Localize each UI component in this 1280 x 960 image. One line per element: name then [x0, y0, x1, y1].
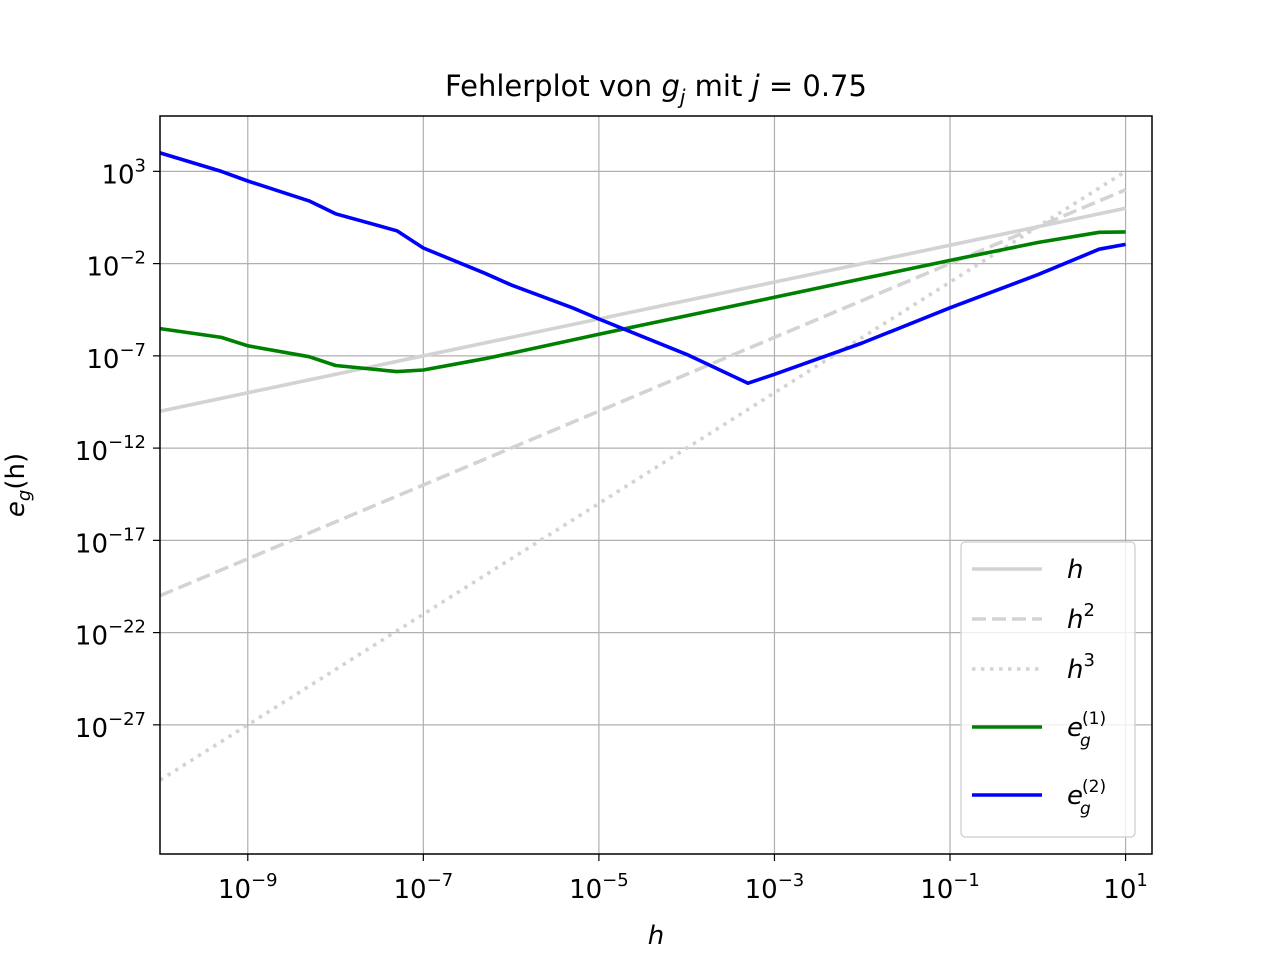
x-tick-label: 10−9	[218, 870, 278, 905]
plot-area-frame	[159, 115, 1153, 855]
y-tick-label: 103	[101, 155, 146, 190]
legend-label-1: h	[1067, 555, 1083, 585]
y-tick-label: 10−27	[75, 709, 146, 744]
chart-title: Fehlerplot von gj mit j = 0.75	[445, 69, 867, 109]
x-tick-label: 10−3	[745, 870, 805, 905]
y-axis: 103 10−2 10−7 10−12 10−17 10−22 10−27	[75, 155, 160, 744]
x-tick-label: 10−5	[569, 870, 629, 905]
x-tick-label: 101	[1103, 870, 1148, 905]
x-tick-label: 10−1	[920, 870, 980, 905]
legend: h h2 h3 eg(1) eg(2)	[960, 541, 1136, 838]
series-line-4	[159, 230, 1126, 374]
series-line-5	[159, 151, 1126, 386]
y-axis-label: eg(h)	[1, 453, 35, 517]
x-axis-label: h	[648, 921, 664, 951]
plot-lines	[159, 151, 1127, 782]
legend-label-2: h2	[1067, 600, 1095, 635]
grid	[160, 116, 1152, 854]
y-tick-label: 10−2	[86, 248, 146, 283]
series-line-3	[159, 169, 1127, 782]
y-tick-label: 10−7	[86, 340, 146, 375]
y-tick-label: 10−17	[75, 524, 146, 559]
legend-box	[960, 541, 1136, 838]
legend-label-4: eg(1)	[1067, 709, 1106, 751]
legend-label-3: h3	[1067, 650, 1095, 685]
series-line-1	[159, 206, 1126, 413]
y-tick-label: 10−12	[75, 432, 146, 467]
legend-label-5: eg(2)	[1067, 777, 1106, 819]
x-axis: 10−9 10−7 10−5 10−3 10−1 101	[218, 854, 1148, 905]
x-tick-label: 10−7	[394, 870, 454, 905]
y-tick-label: 10−22	[75, 617, 146, 652]
